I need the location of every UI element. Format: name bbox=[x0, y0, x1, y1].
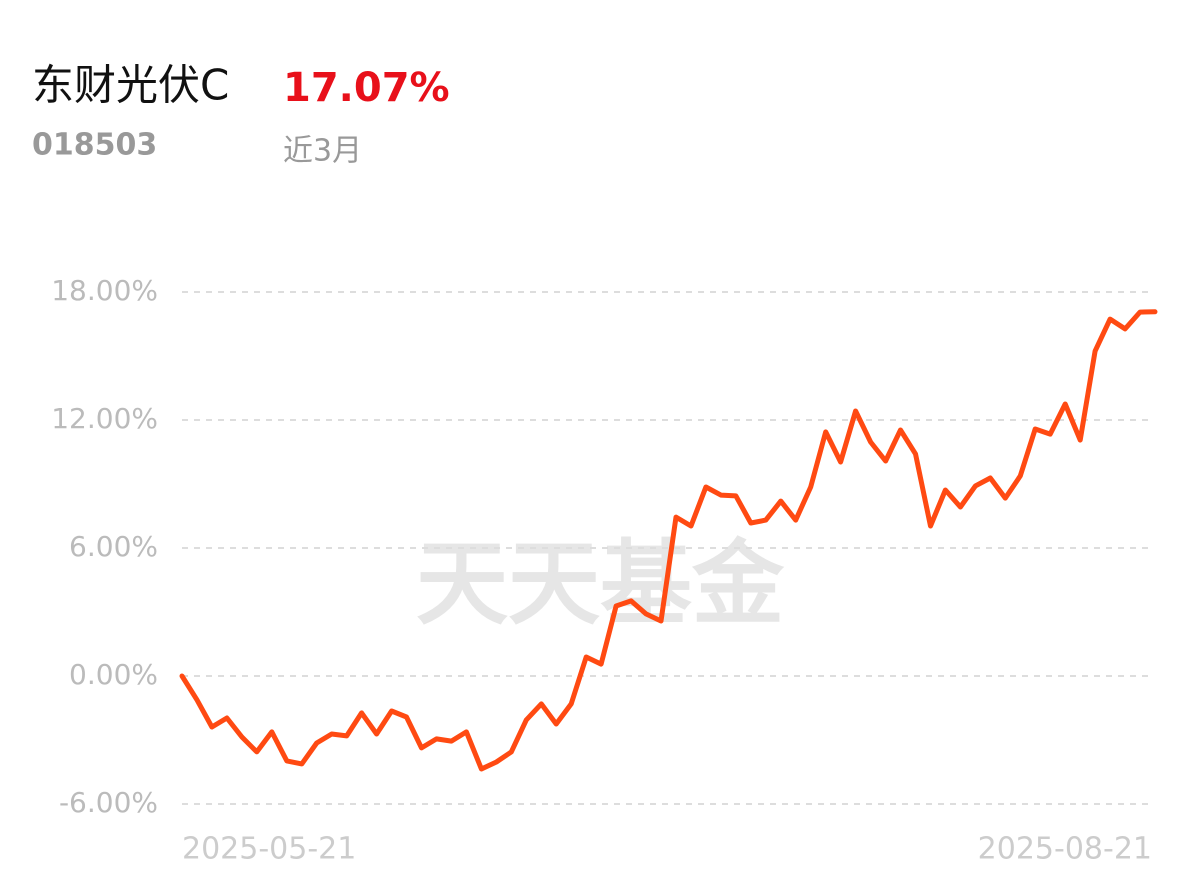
y-tick-label: 12.00% bbox=[51, 402, 158, 435]
y-tick-label: 18.00% bbox=[51, 274, 158, 307]
data-line bbox=[179, 309, 1158, 772]
x-tick-label: 2025-08-21 bbox=[978, 832, 1152, 867]
fund-code: 018503 bbox=[32, 128, 157, 163]
y-tick-label: -6.00% bbox=[59, 786, 158, 819]
chart-title: 东财光伏C bbox=[32, 61, 229, 110]
y-tick-label: 0.00% bbox=[69, 658, 158, 691]
watermark: 天天基金 bbox=[416, 530, 785, 638]
x-tick-label: 2025-05-21 bbox=[182, 832, 356, 867]
headline-value: 17.07% bbox=[283, 65, 450, 111]
y-tick-label: 6.00% bbox=[69, 530, 158, 563]
period: 近3月 bbox=[283, 134, 362, 169]
